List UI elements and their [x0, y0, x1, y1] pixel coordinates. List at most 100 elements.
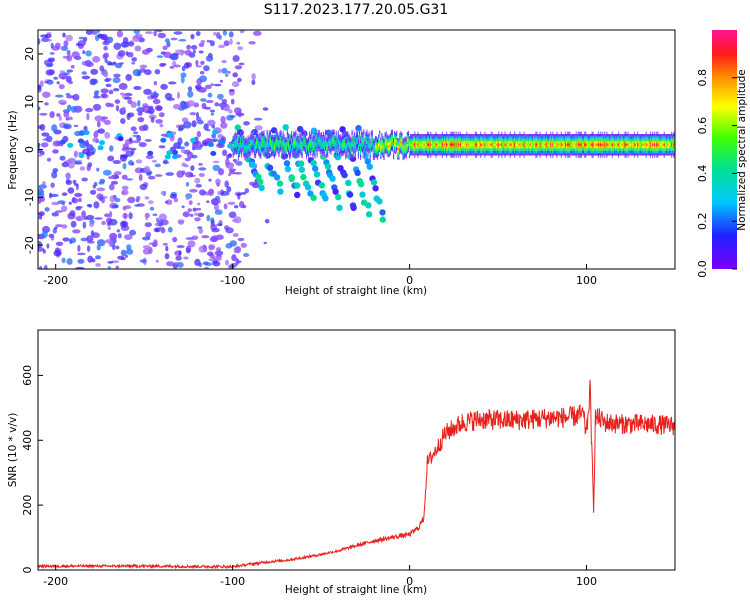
- heatmap-cell: [581, 153, 584, 156]
- heatmap-cell: [600, 141, 602, 144]
- heatmap-cell: [626, 148, 628, 151]
- heatmap-cell: [581, 148, 584, 151]
- heatmap-cell: [236, 146, 239, 149]
- heatmap-cell: [363, 136, 365, 139]
- heatmap-cell: [639, 153, 641, 156]
- heatmap-cell: [661, 138, 663, 142]
- heatmap-cell: [673, 141, 675, 144]
- heatmap-cell: [173, 64, 182, 68]
- heatmap-cell: [414, 143, 416, 146]
- heatmap-cell: [204, 106, 211, 110]
- heatmap-cell: [416, 148, 418, 151]
- heatmap-cell: [497, 153, 499, 156]
- heatmap-cell: [295, 142, 297, 145]
- heatmap-cell: [259, 155, 261, 158]
- heatmap-cell: [345, 147, 347, 150]
- heatmap-cell: [648, 138, 650, 142]
- heatmap-cell: [603, 145, 605, 149]
- heatmap-cell: [320, 146, 322, 149]
- heatmap-cell: [643, 148, 645, 151]
- heatmap-cell: [274, 141, 276, 144]
- heatmap-cell: [650, 134, 653, 137]
- heatmap-cell: [637, 138, 639, 142]
- heatmap-cell: [334, 154, 336, 158]
- heatmap-cell: [570, 143, 572, 146]
- heatmap-cell: [149, 206, 155, 211]
- heatmap-cell: [294, 141, 296, 145]
- heatmap-cell: [339, 145, 342, 149]
- heatmap-cell: [516, 136, 518, 139]
- heatmap-cell: [303, 149, 305, 152]
- heatmap-cell: [198, 50, 204, 54]
- heatmap-cell: [453, 143, 455, 146]
- heatmap-cell: [602, 153, 604, 156]
- heatmap-cell: [623, 145, 625, 149]
- heatmap-cell: [486, 134, 488, 137]
- heatmap-cell: [541, 141, 543, 144]
- heatmap-cell: [236, 148, 239, 152]
- heatmap-cell: [400, 150, 402, 153]
- heatmap-cell: [346, 140, 348, 144]
- colorbar-tick-label: 0.4: [696, 165, 709, 183]
- heatmap-cell: [395, 135, 397, 138]
- heatmap-cell: [298, 143, 300, 146]
- snr-series-line: [38, 379, 675, 570]
- heatmap-cell: [517, 136, 519, 139]
- heatmap-cell: [474, 145, 476, 149]
- heatmap-cell: [296, 148, 298, 151]
- heatmap-cell: [518, 141, 520, 144]
- heatmap-cell: [626, 136, 628, 139]
- heatmap-cell: [404, 143, 406, 147]
- heatmap-cell: [397, 154, 399, 158]
- heatmap-cell: [369, 152, 371, 156]
- heatmap-cell: [354, 152, 356, 156]
- heatmap-cell: [536, 143, 538, 146]
- heatmap-cell: [644, 134, 646, 137]
- heatmap-cell: [355, 142, 357, 145]
- heatmap-cell: [617, 143, 619, 146]
- heatmap-cell: [426, 136, 429, 139]
- heatmap-cell: [569, 136, 571, 139]
- heatmap-cell: [263, 149, 265, 152]
- heatmap-cell: [207, 119, 216, 127]
- heatmap-cell: [382, 155, 384, 158]
- heatmap-cell: [569, 153, 571, 156]
- heatmap-cell: [477, 153, 480, 156]
- heatmap-cell: [567, 136, 569, 139]
- heatmap-cell: [442, 153, 444, 156]
- heatmap-cell: [527, 138, 529, 142]
- heatmap-cell: [323, 152, 326, 155]
- heatmap-cell: [323, 142, 326, 145]
- heatmap-cell: [237, 155, 240, 158]
- heatmap-cell: [270, 154, 273, 157]
- heatmap-cell: [649, 131, 652, 134]
- heatmap-cell: [497, 138, 499, 142]
- heatmap-cell: [524, 141, 526, 144]
- heatmap-cell: [519, 148, 521, 151]
- heatmap-cell: [671, 148, 673, 151]
- heatmap-cell: [443, 148, 446, 151]
- heatmap-cell: [610, 136, 612, 139]
- heatmap-cell: [44, 102, 49, 106]
- heatmap-cell: [117, 255, 125, 260]
- heatmap-cell: [248, 136, 250, 140]
- heatmap-cell: [494, 134, 497, 137]
- heatmap-cell: [656, 148, 658, 151]
- heatmap-cell: [196, 130, 202, 138]
- heatmap-cell: [567, 155, 569, 158]
- heatmap-cell: [672, 153, 674, 156]
- heatmap-cell: [321, 151, 323, 154]
- heatmap-cell: [329, 143, 331, 146]
- heatmap-cell: [138, 125, 146, 132]
- heatmap-cell: [504, 145, 506, 149]
- heatmap-cell: [492, 143, 494, 146]
- heatmap-cell: [184, 141, 190, 147]
- heatmap-cell: [559, 145, 561, 149]
- heatmap-cell: [618, 155, 620, 158]
- heatmap-cell: [610, 143, 612, 146]
- heatmap-cell: [500, 143, 502, 146]
- heatmap-cell: [86, 164, 91, 172]
- heatmap-cell: [493, 141, 495, 144]
- heatmap-cell: [359, 129, 361, 132]
- heatmap-cell: [245, 144, 247, 147]
